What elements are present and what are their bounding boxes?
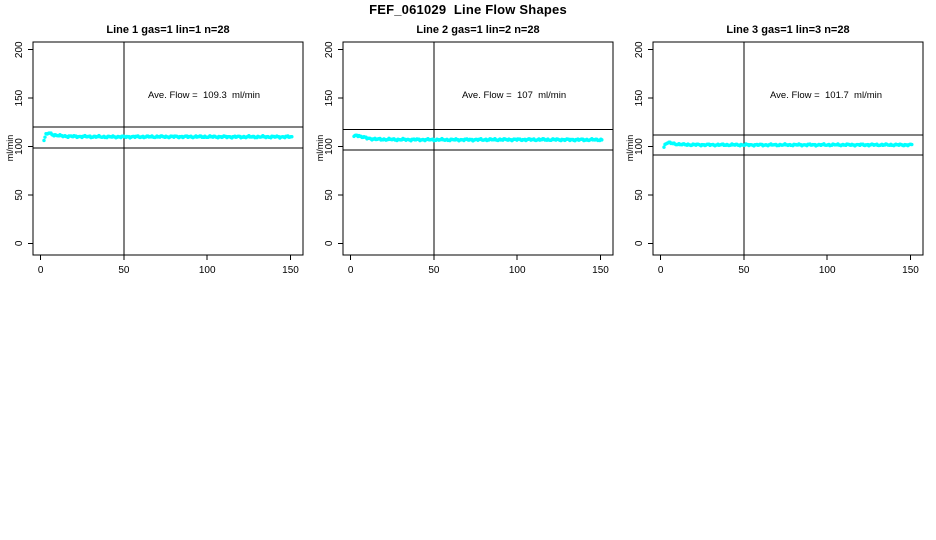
data-point [290, 135, 294, 139]
x-tick-label: 150 [902, 265, 919, 276]
panel-3-y-axis-title: ml/min [625, 134, 635, 162]
x-tick-label: 50 [428, 265, 440, 276]
y-tick-label: 200 [14, 41, 25, 58]
data-point [910, 142, 914, 147]
x-tick-label: 100 [199, 265, 216, 276]
x-tick-label: 150 [592, 265, 609, 276]
x-tick-label: 150 [282, 265, 299, 276]
y-tick-label: 200 [634, 41, 645, 58]
x-tick-label: 100 [819, 265, 836, 276]
y-tick-label: 100 [324, 138, 335, 155]
y-tick-label: 0 [634, 240, 645, 246]
plot-box [652, 41, 924, 256]
panel-1-title: Line 1 gas=1 lin=1 n=28 [106, 24, 230, 36]
data-point [42, 138, 46, 143]
x-tick-label: 0 [38, 265, 44, 276]
data-point [600, 138, 604, 142]
y-tick-label: 0 [324, 240, 335, 246]
x-tick-label: 50 [118, 265, 130, 276]
panel-2-y-axis-title: ml/min [315, 134, 325, 162]
plot-box [342, 41, 614, 256]
data-points [352, 133, 604, 143]
data-point [662, 145, 666, 149]
y-tick-label: 100 [14, 138, 25, 155]
panel-1-ave-flow-annotation: Ave. Flow = 109.3 ml/min [148, 90, 261, 101]
y-tick-label: 100 [634, 138, 645, 155]
x-tick-label: 50 [738, 265, 750, 276]
panel-2-title: Line 2 gas=1 lin=2 n=28 [416, 24, 540, 36]
panel-1-y-axis-title: ml/min [5, 134, 15, 162]
panel-3-ave-flow-annotation: Ave. Flow = 101.7 ml/min [770, 90, 883, 101]
y-tick-label: 50 [324, 189, 335, 201]
panel-2-ave-flow-annotation: Ave. Flow = 107 ml/min [462, 90, 567, 101]
y-tick-label: 0 [14, 240, 25, 246]
x-tick-label: 0 [658, 265, 664, 276]
figure-title: FEF_061029 Line Flow Shapes [369, 2, 567, 17]
data-point [43, 135, 47, 139]
y-tick-label: 150 [324, 89, 335, 106]
x-tick-label: 0 [348, 265, 354, 276]
y-tick-label: 150 [14, 89, 25, 106]
y-tick-label: 50 [14, 189, 25, 201]
data-points [662, 140, 914, 149]
data-points [42, 131, 294, 143]
y-tick-label: 200 [324, 41, 335, 58]
y-tick-label: 50 [634, 189, 645, 201]
panel-3-title: Line 3 gas=1 lin=3 n=28 [726, 24, 850, 36]
y-tick-label: 150 [634, 89, 645, 106]
x-tick-label: 100 [509, 265, 526, 276]
